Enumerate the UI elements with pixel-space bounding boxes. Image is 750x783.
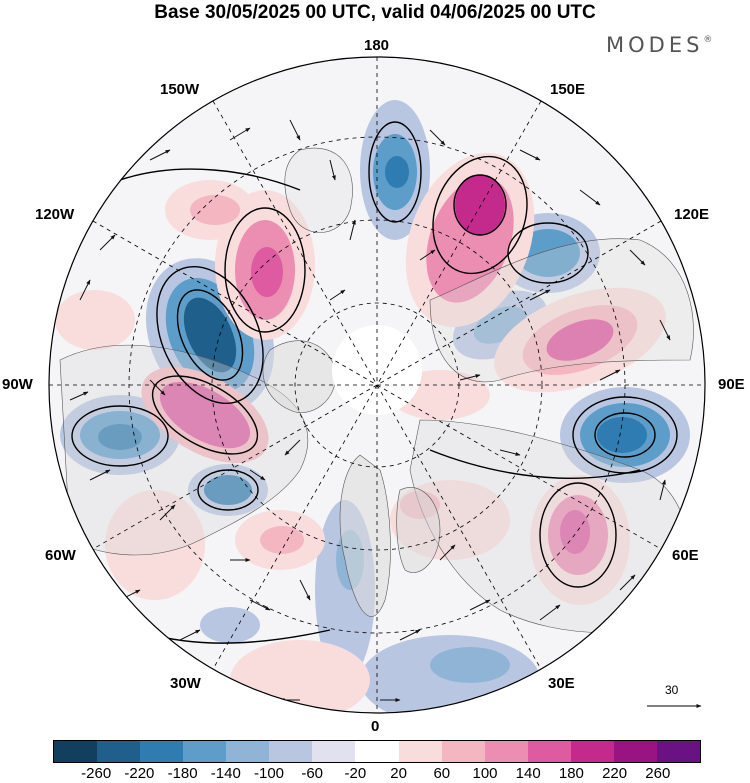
brand-text: MODES: [606, 33, 704, 57]
lon-label-180: 180: [364, 37, 390, 54]
colorbar-swatch: [656, 741, 700, 762]
map-title: Base 30/05/2025 00 UTC, valid 04/06/2025…: [154, 2, 596, 23]
colorbar-swatch: [441, 741, 485, 762]
colorbar-swatch: [140, 741, 184, 762]
colorbar-swatch: [97, 741, 141, 762]
lon-label-90e: 90E: [718, 376, 745, 393]
lon-label-90w: 90W: [2, 376, 33, 393]
colorbar-swatch: [54, 741, 98, 762]
scandinavia: [396, 487, 441, 573]
wind-vectors: [69, 119, 671, 702]
contours: [71, 121, 678, 644]
lon-label-30e: 30E: [548, 675, 575, 692]
lon-label-150w: 150W: [160, 81, 200, 98]
colorbar-tick-label: -140: [210, 765, 241, 782]
colorbar-swatch: [355, 741, 399, 762]
registered-mark: ®: [703, 35, 713, 45]
reference-vector-label: 30: [665, 683, 679, 697]
colorbar-tick-label: -260: [81, 765, 112, 782]
reference-arrow-icon: [647, 704, 702, 708]
lon-label-150e: 150E: [550, 81, 586, 98]
lon-label-120e: 120E: [674, 206, 710, 223]
alaska: [284, 147, 353, 233]
lon-label-120w: 120W: [35, 206, 75, 223]
anomaly-field: [49, 57, 705, 713]
colorbar-tick-label: 260: [645, 765, 671, 782]
colorbar-tick-label: 60: [433, 765, 451, 782]
lon-label-0: 0: [371, 718, 380, 735]
colorbar-ticks: -260 -220 -180 -140 -100 -60 -20 20 60 100 140 180 2…: [0, 765, 750, 783]
colorbar-tick-label: -220: [124, 765, 155, 782]
colorbar-swatch: [312, 741, 356, 762]
colorbar-swatch: [484, 741, 528, 762]
reference-vector: 30: [645, 683, 705, 723]
lon-label-60e: 60E: [672, 547, 699, 564]
colorbar-tick-label: -20: [344, 765, 367, 782]
positive-anomalies: [55, 152, 666, 713]
colorbar-swatch: [570, 741, 614, 762]
siberia: [429, 238, 694, 383]
colorbar-tick-label: 20: [390, 765, 407, 782]
map-boundary: [48, 56, 706, 714]
colorbar-swatch: [183, 741, 227, 762]
modes-logo: MODES®: [606, 33, 712, 57]
colorbar-swatch: [226, 741, 270, 762]
polar-stereographic-map: [48, 56, 706, 714]
colorbar-swatch: [527, 741, 571, 762]
colorbar-tick-label: -60: [301, 765, 324, 782]
colorbar-tick-label: -180: [167, 765, 198, 782]
colorbar-tick-label: 220: [602, 765, 628, 782]
colorbar-tick-label: 140: [515, 765, 541, 782]
lon-label-30w: 30W: [170, 675, 201, 692]
greenland: [339, 454, 391, 617]
colorbar-tick-label: 100: [472, 765, 498, 782]
colorbar-swatch: [269, 741, 313, 762]
colorbar-swatch: [613, 741, 657, 762]
lon-label-60w: 60W: [45, 547, 76, 564]
colorbar: [53, 740, 701, 763]
arctic-archipelago: [262, 340, 336, 413]
colorbar-tick-label: -100: [253, 765, 285, 782]
colorbar-swatch: [398, 741, 442, 762]
colorbar-tick-label: 180: [558, 765, 584, 782]
